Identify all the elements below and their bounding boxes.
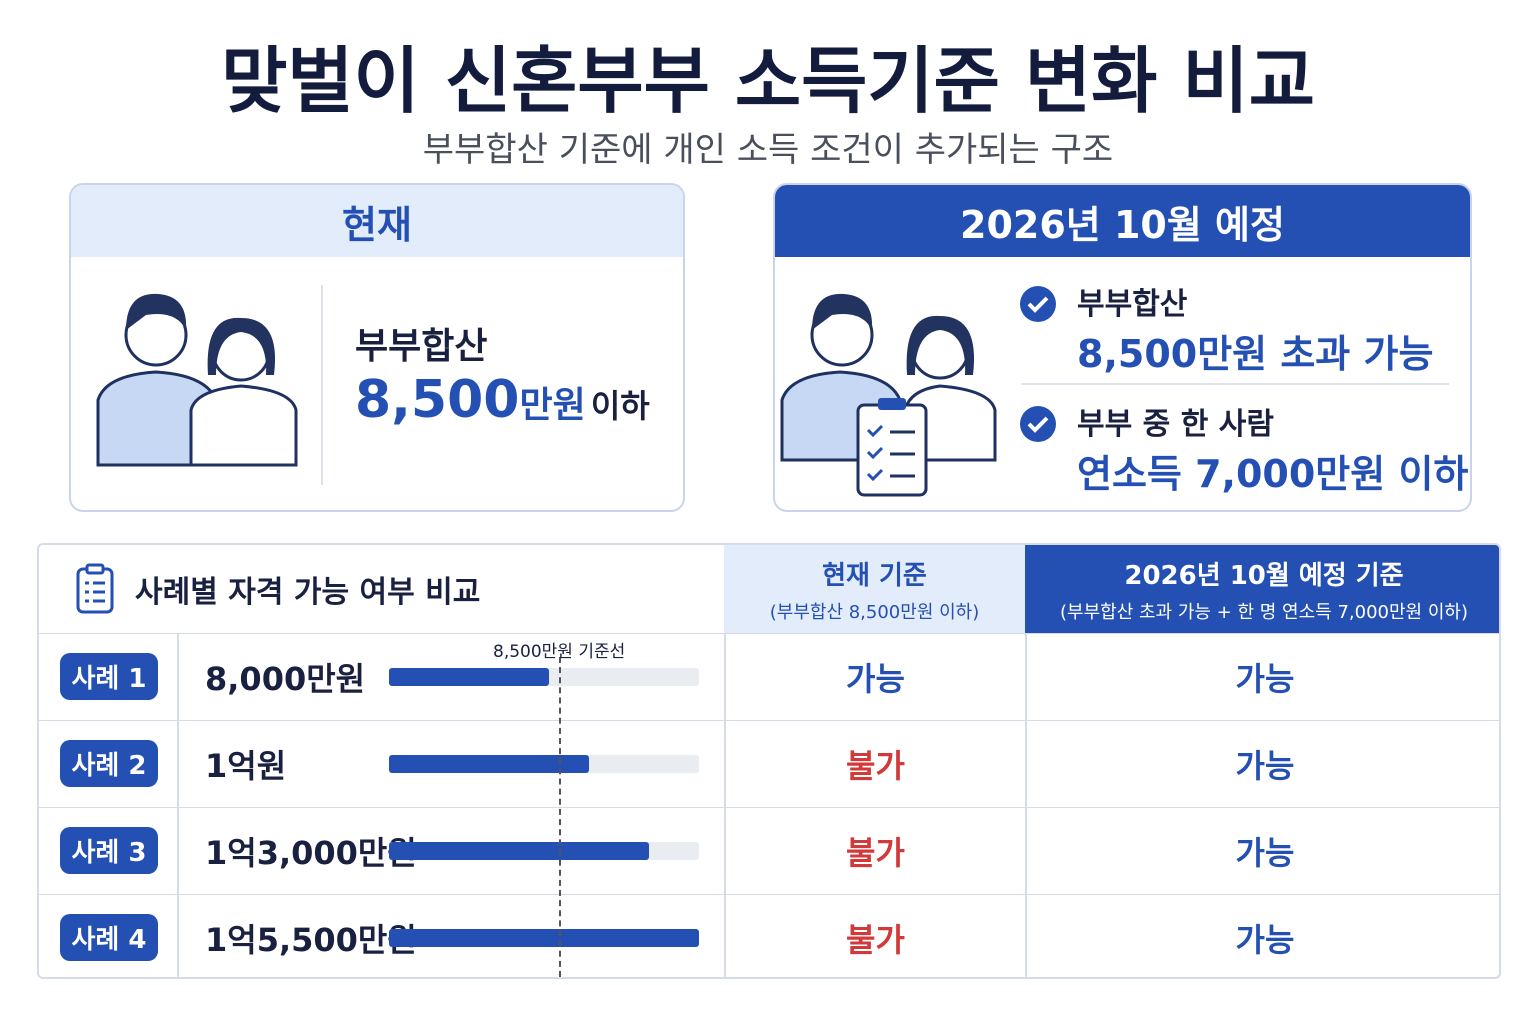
card-header: 현재 xyxy=(71,185,683,257)
item-value: 8,500만원 초과 가능 xyxy=(1077,332,1434,376)
row-line xyxy=(39,720,1499,721)
item-label: 부부합산 xyxy=(1077,287,1188,322)
case-badge: 사례 4 xyxy=(59,914,159,961)
subtitle: 부부합산 기준에 개인 소득 조건이 추가되는 구조 xyxy=(422,130,1114,170)
amount-label: 8,000만원 xyxy=(205,659,366,698)
column-title: 2026년 10월 예정 기준 xyxy=(1124,560,1404,591)
couple-checklist-icon xyxy=(780,293,997,497)
bar-track xyxy=(389,667,699,686)
row-line xyxy=(39,807,1499,808)
amount-line: 8,500만원 이하 xyxy=(355,370,650,430)
case-badge: 사례 2 xyxy=(59,740,159,787)
current-status: 불가 xyxy=(846,746,905,785)
column-header: 현재 기준 (부부합산 8,500만원 이하) xyxy=(724,545,1025,633)
column-note: (부부합산 8,500만원 이하) xyxy=(769,601,980,623)
column-note: (부부합산 초과 가능 + 한 명 연소득 7,000만원 이하) xyxy=(1060,601,1468,623)
current-card: 현재 부부합산 8,500만원 이하 xyxy=(69,183,685,512)
current-status: 가능 xyxy=(846,659,905,698)
bar xyxy=(389,667,549,686)
divider xyxy=(321,285,323,485)
case-cell: 사례 1 xyxy=(39,633,179,720)
column-header: 2026년 10월 예정 기준 (부부합산 초과 가능 + 한 명 연소득 7,… xyxy=(1025,545,1499,633)
threshold-label: 8,500만원 기준선 xyxy=(493,642,626,662)
check-icon xyxy=(1020,286,1056,322)
current-status: 불가 xyxy=(846,920,905,959)
planned-status: 가능 xyxy=(1235,659,1295,698)
planned-status: 가능 xyxy=(1235,920,1295,959)
title: 맞벌이 신혼부부 소득기준 변화 비교 xyxy=(221,39,1315,123)
divider xyxy=(1021,383,1449,385)
amount-label: 1억원 xyxy=(205,746,287,785)
card-header: 2026년 10월 예정 xyxy=(775,185,1470,257)
case-badge: 사례 1 xyxy=(59,653,159,700)
bar xyxy=(389,841,649,860)
case-cell: 사례 4 xyxy=(39,894,179,977)
item-label: 부부 중 한 사람 xyxy=(1077,407,1274,442)
planned-status: 가능 xyxy=(1235,746,1295,785)
check-icon xyxy=(1020,406,1056,442)
clipboard-icon xyxy=(76,563,114,614)
case-badge: 사례 3 xyxy=(59,827,159,874)
case-cell: 사례 2 xyxy=(39,720,179,807)
bar-track xyxy=(389,928,699,947)
amount-label: 1억3,000만원 xyxy=(205,833,417,872)
bar-track xyxy=(389,754,699,773)
unit: 만원 xyxy=(519,385,586,426)
comparison-table: 사례별 자격 가능 여부 비교 현재 기준 (부부합산 8,500만원 이하) … xyxy=(37,543,1501,979)
row-line xyxy=(39,894,1499,895)
suffix: 이하 xyxy=(590,387,650,425)
couple-icon xyxy=(96,293,298,467)
planned-status: 가능 xyxy=(1235,833,1295,872)
label: 부부합산 xyxy=(355,326,488,367)
table-title-cell: 사례별 자격 가능 여부 비교 xyxy=(39,545,724,633)
column-title: 현재 기준 xyxy=(822,560,927,591)
bar xyxy=(389,928,699,947)
column-divider xyxy=(1025,633,1027,977)
current-status: 불가 xyxy=(846,833,905,872)
column-divider xyxy=(724,633,726,977)
amount-label: 1억5,500만원 xyxy=(205,920,417,959)
amount: 8,500 xyxy=(355,370,520,430)
item-value: 연소득 7,000만원 이하 xyxy=(1077,452,1469,496)
bar-track xyxy=(389,841,699,860)
table-title: 사례별 자격 가능 여부 비교 xyxy=(135,575,481,610)
bar xyxy=(389,754,589,773)
column-divider xyxy=(177,633,179,977)
row-line xyxy=(39,633,1499,634)
threshold-line xyxy=(559,657,561,977)
case-cell: 사례 3 xyxy=(39,807,179,894)
